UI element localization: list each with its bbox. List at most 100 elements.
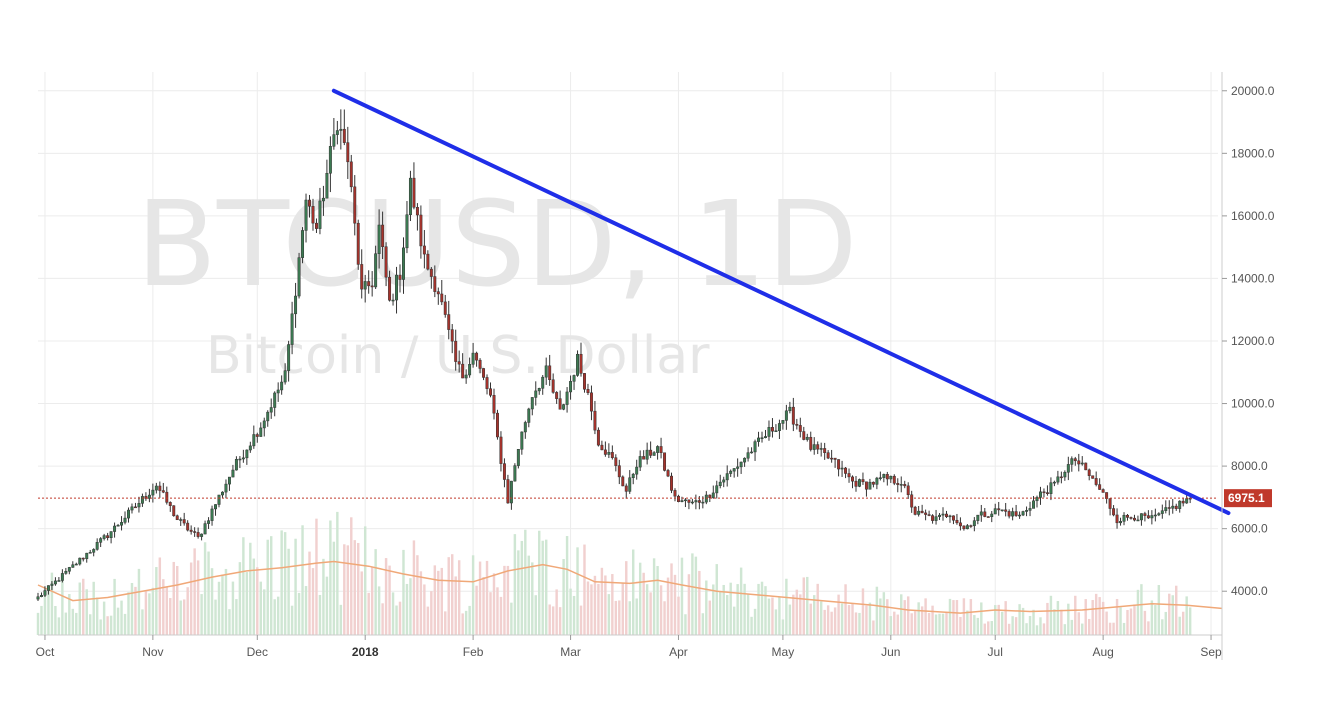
candle-body	[882, 474, 886, 478]
volume-bar	[600, 567, 604, 635]
candle-body	[945, 513, 948, 518]
volume-bar	[691, 553, 694, 635]
volume-bar	[875, 586, 879, 635]
candle-body	[972, 520, 976, 527]
volume-bar	[391, 592, 395, 635]
candle-body	[760, 437, 764, 439]
candle-body	[520, 431, 524, 450]
volume-bar	[214, 599, 217, 635]
trendline[interactable]	[331, 88, 1231, 516]
candle-body	[252, 434, 256, 447]
volume-bar	[1035, 625, 1039, 635]
volume-bar	[558, 607, 562, 635]
volume-bar	[941, 613, 945, 635]
volume-bar	[485, 560, 489, 635]
volume-bar	[858, 612, 861, 635]
volume-bar	[106, 616, 109, 635]
candle-body	[718, 481, 722, 486]
volume-bar	[778, 596, 781, 635]
volume-bar	[760, 581, 764, 635]
volume-bar	[893, 611, 896, 635]
volume-bar	[579, 605, 583, 635]
candle-body	[158, 485, 162, 491]
candle-body	[920, 510, 924, 514]
candle-body	[663, 452, 667, 471]
candle-body	[374, 253, 378, 288]
candle-body	[189, 529, 193, 532]
volume-bar	[200, 594, 203, 635]
candle-body	[182, 519, 186, 524]
volume-bar	[1060, 609, 1063, 635]
candle-body	[656, 446, 660, 453]
candle-body	[186, 522, 190, 531]
candle-body	[120, 522, 124, 526]
candle-body	[764, 436, 767, 438]
volume-bar	[861, 588, 865, 635]
candle-body	[750, 451, 754, 454]
volume-bar	[813, 595, 816, 635]
candle-body	[885, 474, 889, 480]
volume-bar	[879, 598, 882, 635]
volume-bar	[1028, 615, 1032, 635]
volume-bar	[774, 609, 778, 635]
candle-body	[767, 427, 771, 437]
candle-body	[774, 430, 778, 433]
volume-bar	[924, 598, 927, 635]
candle-body	[196, 532, 200, 537]
candle-body	[318, 200, 322, 229]
volume-bar	[189, 562, 193, 635]
volume-bar	[464, 610, 468, 635]
candle-body	[1091, 475, 1095, 479]
axes: 20000.0 18000.0 16000.0 14000.0 12000.0 10000…	[36, 72, 1275, 660]
candle-body	[802, 431, 806, 440]
volume-bar	[440, 567, 443, 635]
candle-body	[147, 494, 151, 499]
candle-body	[1056, 476, 1060, 483]
volume-bar	[632, 549, 635, 635]
volume-bar	[673, 574, 677, 635]
volume-bar	[332, 541, 336, 635]
volume-bar	[489, 592, 492, 635]
candle-body	[360, 264, 364, 290]
candle-body	[287, 344, 291, 371]
volume-bar	[151, 587, 155, 635]
volume-bar	[865, 605, 868, 635]
volume-bar	[725, 595, 729, 635]
volume-bar	[1018, 604, 1021, 635]
candle-body	[342, 128, 346, 143]
candle-body	[624, 485, 628, 492]
volume-bar	[611, 574, 614, 635]
volume-bar	[471, 555, 475, 635]
volume-bar	[116, 607, 120, 635]
candle-body	[248, 445, 252, 451]
candle-body	[1042, 491, 1046, 494]
candle-body	[565, 391, 569, 405]
candle-body	[555, 392, 559, 399]
y-tick-label: 18000.0	[1231, 146, 1275, 160]
candle-body	[440, 293, 444, 303]
volume-bar	[1133, 604, 1136, 635]
volume-bar	[917, 602, 920, 635]
volume-bar	[384, 558, 388, 635]
candle-body	[1063, 471, 1067, 478]
candle-body	[910, 494, 914, 508]
candle-body	[489, 388, 492, 396]
candle-body	[137, 503, 141, 508]
candle-body	[938, 514, 942, 517]
candle-body	[262, 420, 266, 429]
candle-body	[175, 515, 179, 521]
volume-bar	[555, 589, 558, 635]
volume-bar	[906, 596, 910, 635]
candle-body	[151, 489, 155, 496]
candle-body	[1178, 500, 1182, 509]
volume-bar	[451, 554, 454, 635]
candle-body	[398, 274, 402, 280]
candle-body	[127, 509, 130, 519]
candle-body	[871, 481, 875, 485]
volume-bar	[524, 529, 527, 635]
volume-bar	[920, 606, 924, 635]
volume-bar	[1168, 593, 1171, 635]
volume-bar	[1143, 610, 1147, 635]
candle-body	[50, 583, 54, 586]
